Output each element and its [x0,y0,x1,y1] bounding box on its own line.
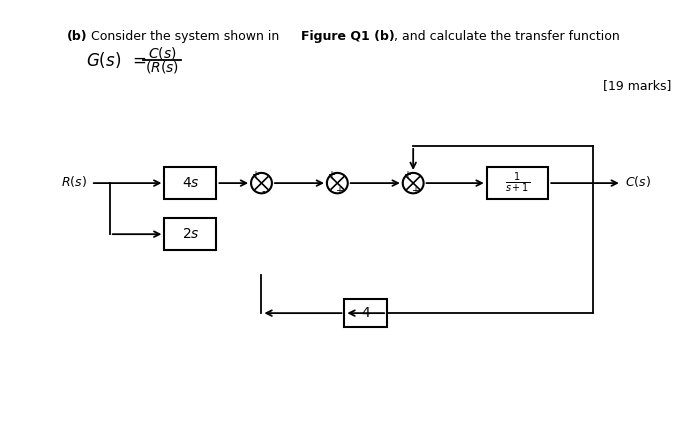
Circle shape [251,173,272,193]
Circle shape [402,173,423,193]
Text: Consider the system shown in: Consider the system shown in [91,30,283,43]
Text: $(R(s)$: $(R(s)$ [145,59,179,75]
FancyBboxPatch shape [486,167,548,200]
Text: Figure Q1 (b): Figure Q1 (b) [301,30,395,43]
Text: +: + [411,187,419,197]
Text: -: - [262,187,265,197]
Text: +: + [402,170,410,180]
FancyBboxPatch shape [164,218,216,250]
Text: , and calculate the transfer function: , and calculate the transfer function [394,30,620,43]
Text: $4s$: $4s$ [181,176,200,190]
FancyBboxPatch shape [344,299,387,327]
Text: $C(s)$: $C(s)$ [624,174,650,189]
Text: $\frac{1}{s+1}$: $\frac{1}{s+1}$ [505,171,530,195]
Text: $=$: $=$ [129,51,146,69]
Text: (b): (b) [67,30,88,43]
Text: [19 marks]: [19 marks] [603,79,671,92]
Text: $4$: $4$ [360,306,371,320]
Circle shape [327,173,348,193]
Text: $C(s)$: $C(s)$ [148,45,176,61]
Text: $\mathit{G}(\mathit{s})$: $\mathit{G}(\mathit{s})$ [86,50,121,69]
Text: +: + [251,170,259,180]
Text: $2s$: $2s$ [181,227,200,241]
Text: +: + [327,170,335,180]
Text: +: + [335,187,343,197]
FancyBboxPatch shape [164,167,216,200]
Text: $R(s)$: $R(s)$ [60,174,86,189]
